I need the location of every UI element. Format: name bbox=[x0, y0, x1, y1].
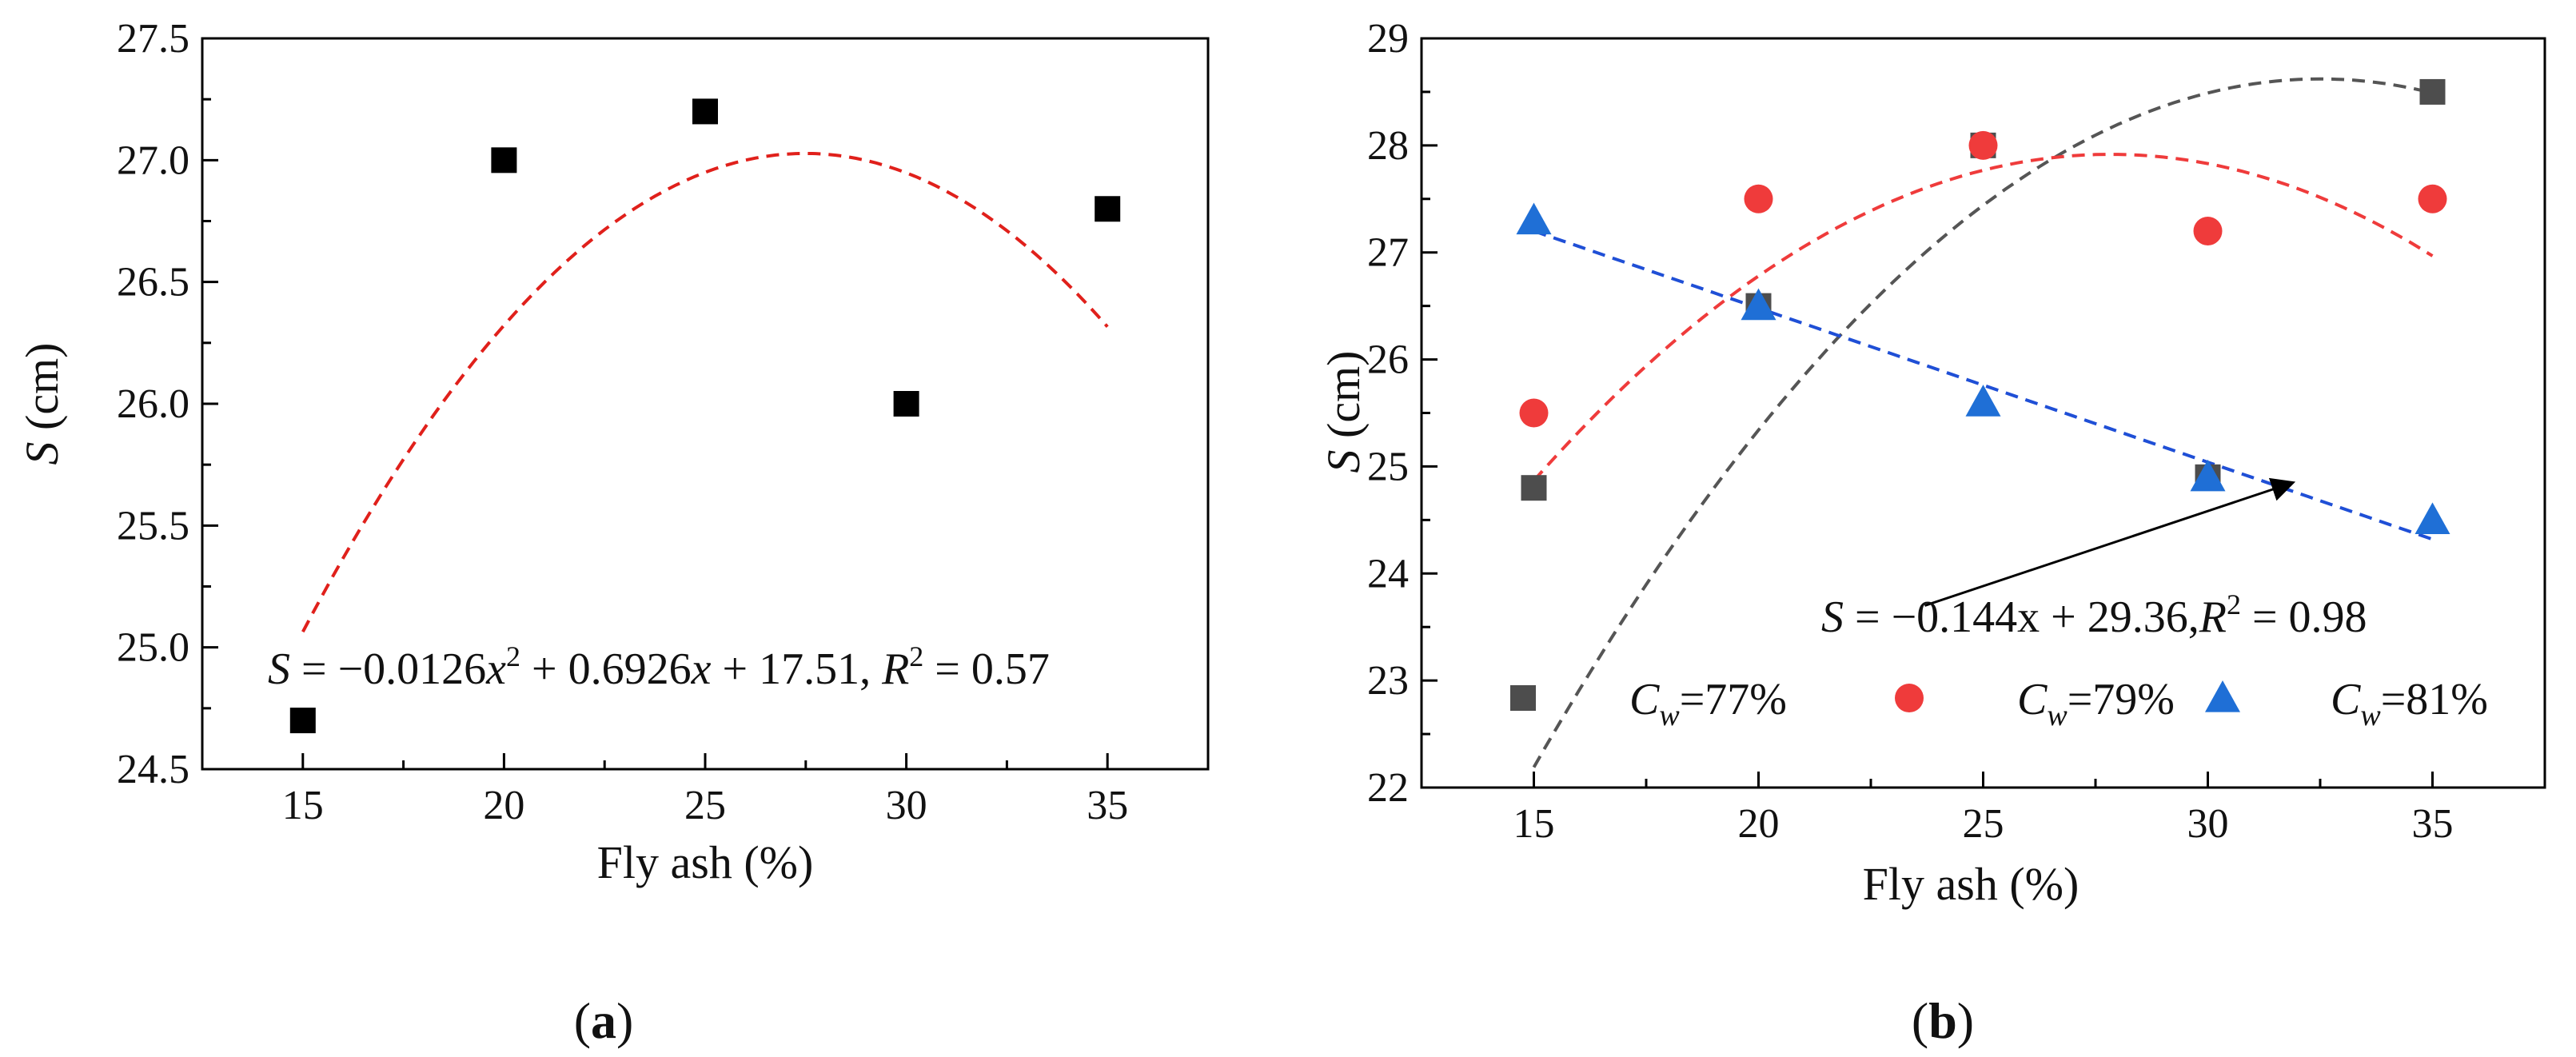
chart-a-equation: S = −0.0126x2 + 0.6926x + 17.51, R2 = 0.… bbox=[268, 640, 1050, 694]
chart-b-x-tick-label: 30 bbox=[2187, 801, 2229, 847]
chart-a-y-tick-label: 24.5 bbox=[117, 747, 189, 792]
chart-b-y-tick-label: 23 bbox=[1367, 658, 1409, 704]
chart-b-point-s1 bbox=[1744, 184, 1773, 213]
chart-a-y-tick-label: 27.5 bbox=[117, 16, 189, 62]
legend-marker-cw77 bbox=[1510, 685, 1536, 711]
chart-b-y-tick-label: 25 bbox=[1367, 444, 1409, 489]
chart-b-x-axis-label: Fly ash (%) bbox=[1863, 858, 2080, 910]
chart-a-y-tick-label: 26.0 bbox=[117, 381, 189, 427]
chart-a-point-s0 bbox=[491, 147, 517, 174]
chart-b-point-s2 bbox=[1965, 385, 2001, 417]
chart-a-y-tick-label: 27.0 bbox=[117, 138, 189, 183]
chart-a-y-axis-label: S (cm) bbox=[16, 343, 68, 465]
chart-b-point-s2 bbox=[1516, 202, 1552, 235]
chart-b-panel-label: (b) bbox=[1912, 992, 1974, 1049]
chart-a-y-tick-label: 25.0 bbox=[117, 625, 189, 671]
chart-b-x-tick-label: 20 bbox=[1738, 801, 1780, 847]
chart-b-y-tick-label: 24 bbox=[1367, 551, 1409, 596]
chart-b-point-s2 bbox=[2415, 502, 2450, 534]
chart-a: 15 20 25 30 35 24.5 25.0 25.5 26.0 26.5 27.0 27.5 S… bbox=[16, 16, 1210, 1049]
legend-marker-cw79 bbox=[1895, 684, 1924, 712]
chart-b: 15 20 25 30 35 22 23 24 25 26 27 28 29 S = −0.144x +… bbox=[1318, 16, 2546, 1049]
chart-b-equation: S = −0.144x + 29.36,R2 = 0.98 bbox=[1821, 588, 2367, 642]
chart-a-x-tick-label: 30 bbox=[886, 783, 927, 828]
chart-a-x-tick-label: 20 bbox=[483, 783, 524, 828]
chart-b-point-s2 bbox=[2190, 459, 2226, 492]
chart-b-y-tick-label: 27 bbox=[1367, 230, 1409, 276]
legend-label-cw77: Cw=77% bbox=[1629, 675, 1787, 732]
legend-label-cw81: Cw=81% bbox=[2331, 675, 2488, 732]
chart-a-x-axis-label: Fly ash (%) bbox=[597, 836, 814, 888]
chart-b-point-s1 bbox=[2418, 184, 2447, 213]
chart-b-y-tick-label: 26 bbox=[1367, 337, 1409, 383]
chart-a-x-tick-label: 15 bbox=[282, 783, 324, 828]
chart-a-y-tick-label: 25.5 bbox=[117, 503, 189, 548]
legend-label-cw79: Cw=79% bbox=[2017, 675, 2175, 732]
chart-a-point-s0 bbox=[893, 391, 919, 417]
chart-b-point-s2 bbox=[1741, 288, 1776, 321]
chart-b-legend: Cw=77% Cw=79% Cw=81% bbox=[1510, 675, 2488, 732]
chart-a-point-s0 bbox=[289, 708, 316, 734]
legend-marker-cw81 bbox=[2205, 680, 2240, 712]
chart-b-x-tick-label: 35 bbox=[2412, 801, 2454, 847]
chart-b-y-axis-label: S (cm) bbox=[1318, 351, 1370, 473]
chart-b-y-tick-label: 22 bbox=[1367, 765, 1409, 811]
chart-b-point-s1 bbox=[1968, 130, 1998, 160]
chart-b-annotation-arrow bbox=[1924, 477, 2296, 607]
chart-b-x-tick-label: 25 bbox=[1963, 801, 2004, 847]
chart-a-x-tick-label: 35 bbox=[1087, 783, 1128, 828]
chart-a-x-tick-label: 25 bbox=[684, 783, 726, 828]
chart-b-y-tick-label: 28 bbox=[1367, 123, 1409, 169]
chart-b-fit-cw79 bbox=[1533, 153, 2434, 482]
chart-b-x-tick-label: 15 bbox=[1513, 801, 1555, 847]
chart-a-point-s0 bbox=[692, 98, 718, 125]
chart-b-point-s1 bbox=[1519, 398, 1549, 428]
chart-b-point-s1 bbox=[2193, 216, 2223, 245]
chart-a-point-s0 bbox=[1095, 196, 1121, 222]
chart-a-panel-label: (a) bbox=[574, 992, 634, 1049]
chart-a-y-tick-label: 26.5 bbox=[117, 260, 189, 305]
chart-b-fit-cw77 bbox=[1532, 77, 2433, 768]
chart-b-point-s0 bbox=[2419, 78, 2446, 105]
chart-b-point-s0 bbox=[1521, 475, 1547, 501]
chart-a-fit-curve bbox=[301, 151, 1109, 633]
chart-b-y-tick-label: 29 bbox=[1367, 16, 1409, 62]
